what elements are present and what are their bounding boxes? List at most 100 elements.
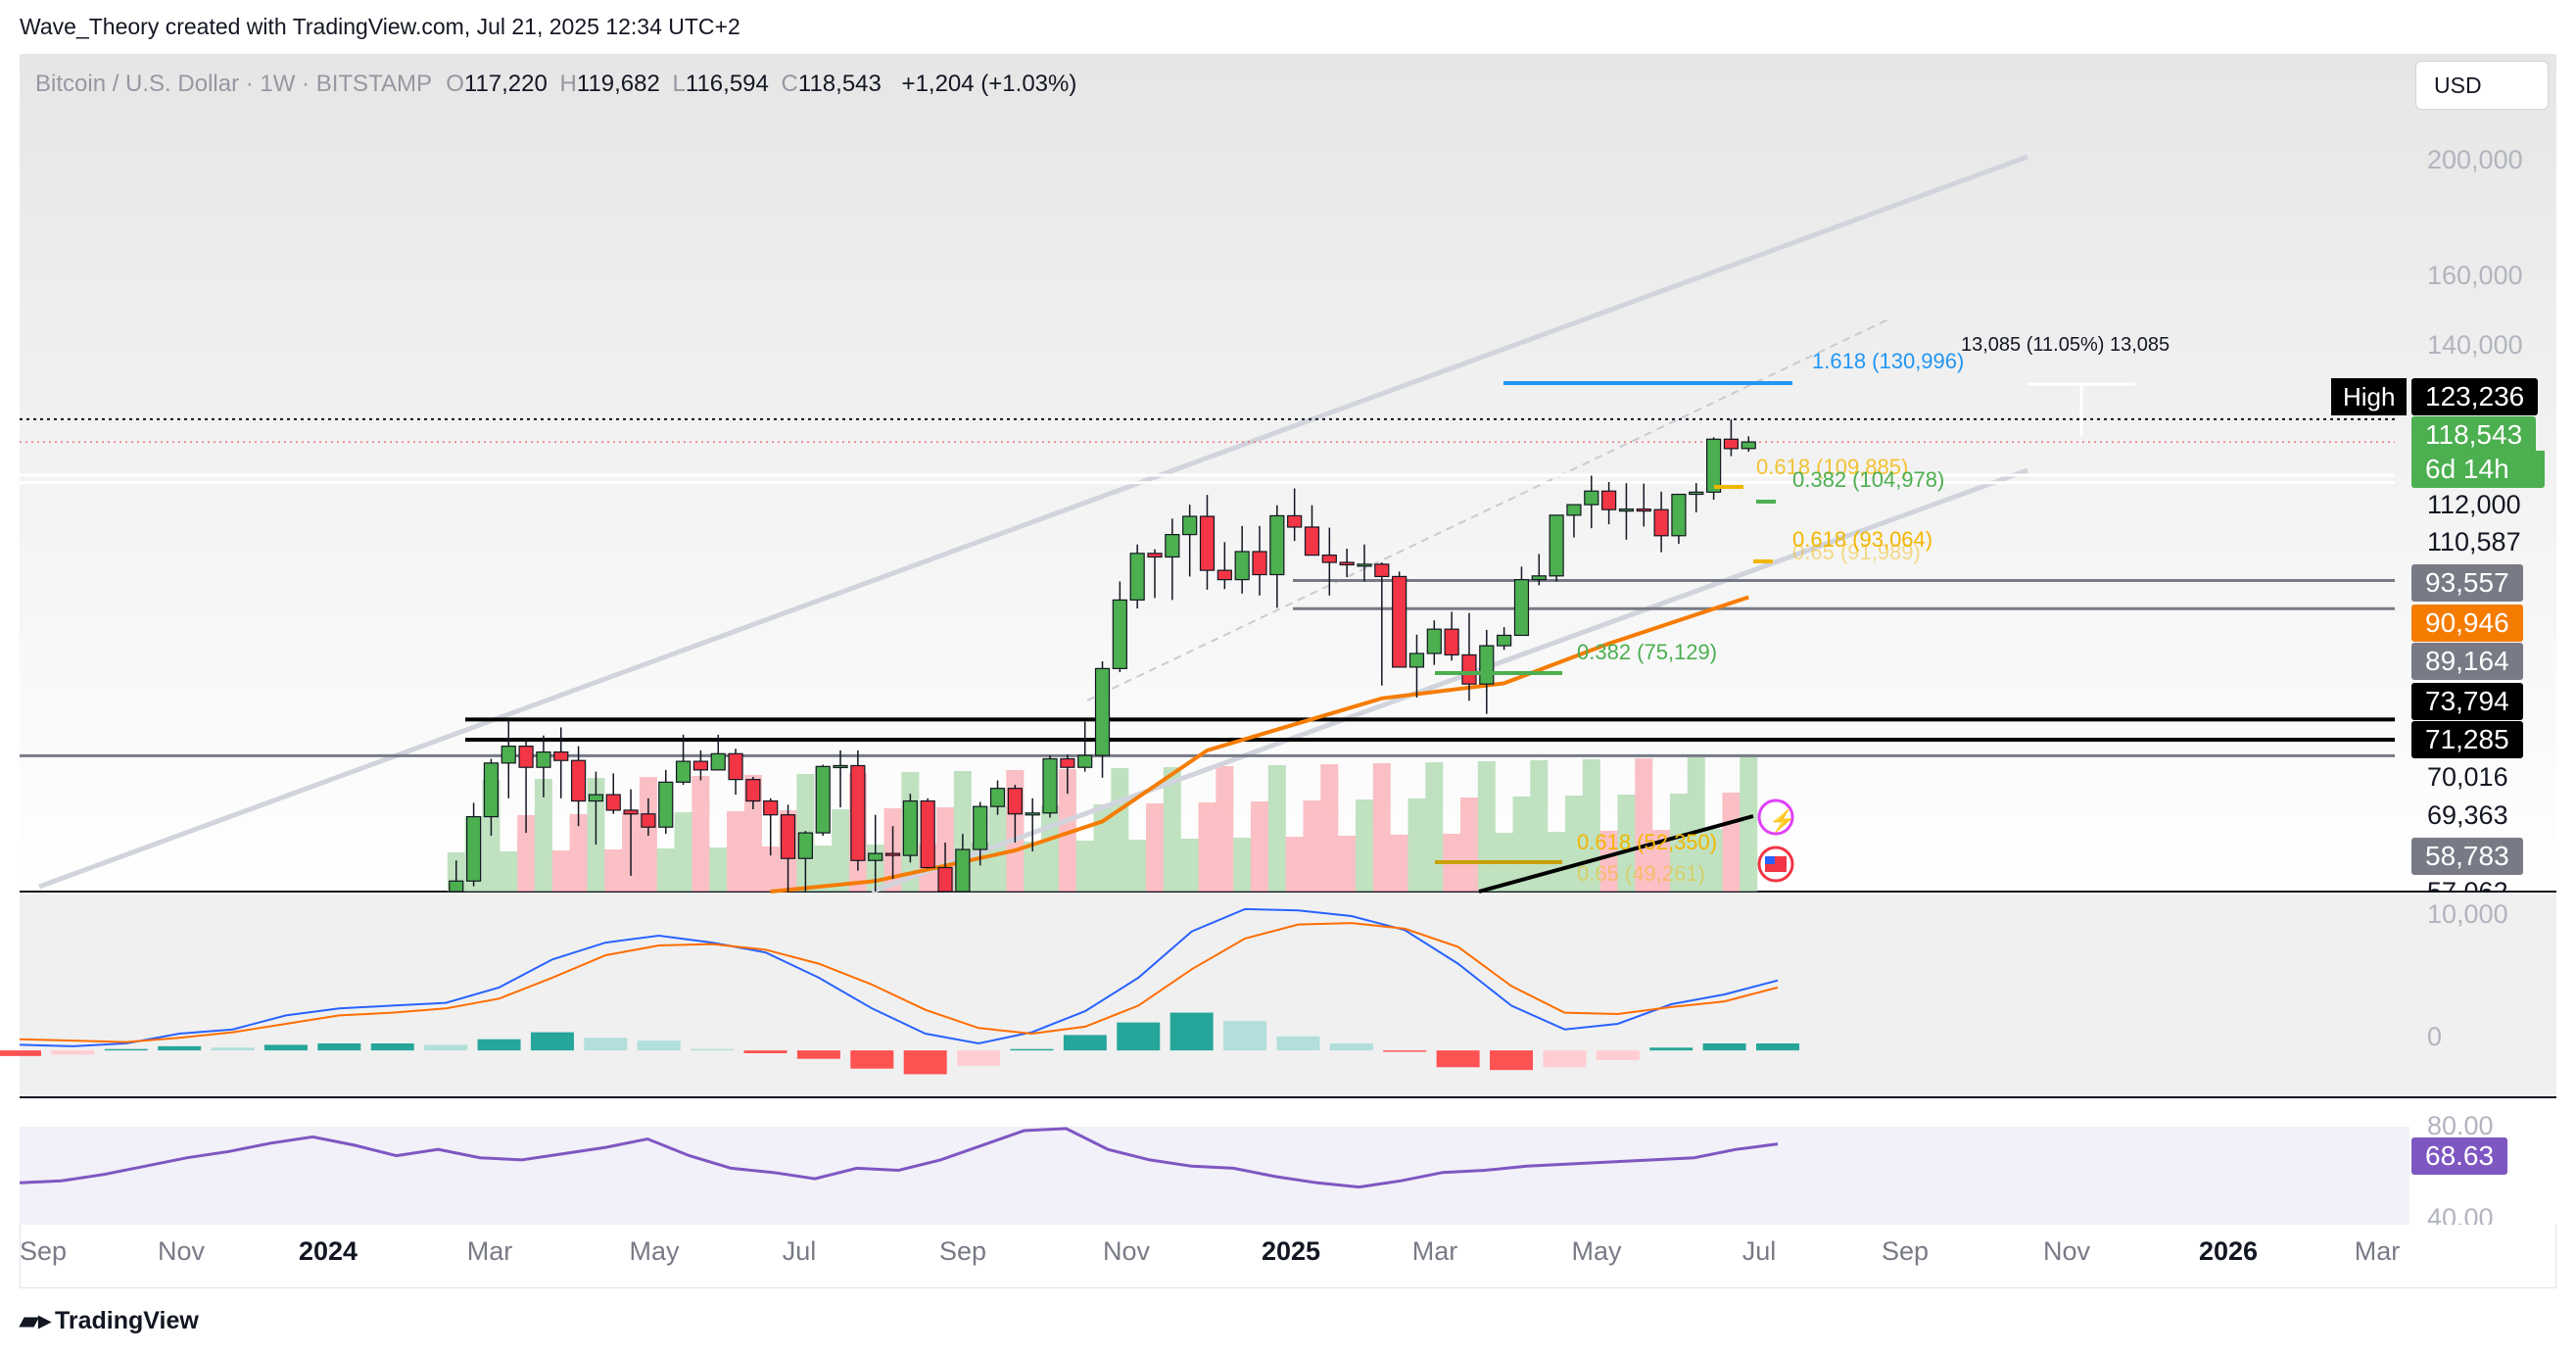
macd-histogram-bar	[691, 1048, 735, 1051]
volume-bar	[743, 775, 762, 892]
currency-selector[interactable]: USD	[2415, 61, 2549, 110]
candle-body	[1147, 553, 1163, 558]
candle-body	[588, 794, 604, 802]
macd-histogram-bar	[1596, 1050, 1640, 1061]
volume-bar	[674, 812, 692, 892]
candle-body	[553, 750, 569, 761]
time-axis[interactable]: Sep Nov 2024 Mar May Jul Sep Nov 2025 Mar May Jul Se…	[0, 1236, 2409, 1276]
time-label-nov: Nov	[157, 1236, 206, 1266]
volume-bar	[1599, 831, 1618, 892]
candle-body	[536, 750, 551, 768]
candle-body	[884, 852, 901, 856]
candle-body	[1374, 563, 1390, 578]
candle-body	[1618, 508, 1635, 512]
volume-bar	[1338, 836, 1357, 892]
candle-body	[658, 781, 674, 828]
time-label-2024: 2024	[298, 1236, 358, 1266]
horizontal-levels	[20, 417, 2395, 757]
candle-body	[797, 832, 813, 859]
price-tick-140000: 140,000	[2427, 330, 2523, 360]
volume-bar	[1216, 766, 1234, 892]
candle-body	[1129, 553, 1145, 601]
candle-body	[1549, 514, 1564, 577]
attribution-credit: Wave_Theory created with TradingView.com…	[20, 14, 740, 39]
macd-histogram-bar	[1649, 1047, 1693, 1051]
time-label-jul: Jul	[1741, 1236, 1777, 1266]
macd-histogram-bar	[1223, 1021, 1267, 1051]
volume-bar	[1425, 762, 1444, 892]
macd-histogram-bar	[1490, 1050, 1534, 1071]
rsi-tick-40: 40.00	[2427, 1203, 2494, 1225]
macd-histogram-bar	[51, 1050, 95, 1055]
volume-bar	[988, 806, 1007, 892]
candle-body	[1165, 534, 1180, 558]
candle-body	[780, 814, 796, 859]
volume-bar	[1267, 765, 1286, 892]
level-tag-73794: 73,794	[2411, 683, 2523, 720]
candle-body	[745, 779, 761, 802]
volume-bar	[1320, 764, 1339, 892]
macd-histogram-bar	[796, 1050, 840, 1059]
high-label: H	[559, 71, 577, 97]
macd-pane-background	[20, 892, 2556, 1097]
macd-histogram-bar	[1010, 1048, 1054, 1051]
volume-bar	[1146, 803, 1165, 892]
time-label-nov: Nov	[1102, 1236, 1151, 1266]
flash-event-icon[interactable]	[1757, 798, 1794, 836]
ema-50-line	[770, 595, 1754, 894]
measure-bracket	[2027, 382, 2135, 436]
volume-bar	[1477, 761, 1496, 892]
macd-line	[19, 907, 1779, 1047]
macd-histogram-bar	[1756, 1043, 1799, 1051]
macd-histogram-bar	[1383, 1050, 1427, 1052]
candle-body	[902, 799, 918, 856]
time-label-sep: Sep	[1881, 1236, 1930, 1266]
macd-histogram-bar	[1117, 1022, 1161, 1051]
price-tick-160000: 160,000	[2427, 261, 2523, 290]
volume-bar	[814, 846, 833, 892]
macd-histogram-bar	[263, 1044, 308, 1051]
candle-body	[1112, 599, 1127, 669]
close-value: 118,543	[797, 71, 882, 97]
volume-bar	[727, 811, 745, 892]
candle-body	[623, 809, 639, 815]
low-value: 116,594	[685, 71, 769, 97]
volume-bar	[1058, 769, 1076, 892]
level-tag-58783: 58,783	[2411, 838, 2523, 875]
candle-body	[466, 816, 482, 882]
macd-histogram-bar	[530, 1032, 574, 1051]
candle-body	[605, 794, 621, 811]
candle-body	[833, 764, 848, 769]
candle-body	[692, 760, 709, 771]
time-label-nov: Nov	[2042, 1236, 2091, 1266]
candle-body	[1042, 757, 1058, 814]
candle-body	[1671, 493, 1687, 537]
fib-0618-mid-label: 0.618 (93,064)	[1792, 527, 1932, 552]
candle-body	[728, 752, 743, 781]
volume-bar	[1163, 767, 1181, 892]
candle-body	[989, 788, 1006, 807]
volume-bar	[1075, 841, 1094, 892]
ema-tag-90946: 90,946	[2411, 604, 2523, 642]
volume-bar	[1635, 758, 1653, 892]
high-tag-value: 123,236	[2411, 378, 2539, 415]
candle-body	[1321, 555, 1337, 563]
candle-body	[1287, 514, 1303, 528]
macd-tick-10000: 10,000	[2427, 899, 2508, 929]
event-icons[interactable]: ⚡	[1757, 798, 1795, 883]
macd-histogram-bar	[317, 1043, 361, 1051]
candle-body	[1566, 504, 1582, 516]
macd-histogram-bar	[424, 1044, 468, 1051]
long-ma-line	[1478, 814, 1754, 894]
volume-bar	[1111, 768, 1129, 892]
volume-bar	[1652, 830, 1671, 892]
candle-body	[1601, 490, 1617, 510]
volume-bar	[569, 814, 588, 892]
fib-065-low-label: 0.65 (49,261)	[1577, 861, 1705, 886]
candle-body	[1461, 653, 1477, 685]
macd-histogram-bar	[957, 1050, 1001, 1066]
macd-histogram-bar	[584, 1038, 628, 1051]
candle-body	[1705, 438, 1722, 493]
macd-histogram-bar	[477, 1039, 521, 1051]
